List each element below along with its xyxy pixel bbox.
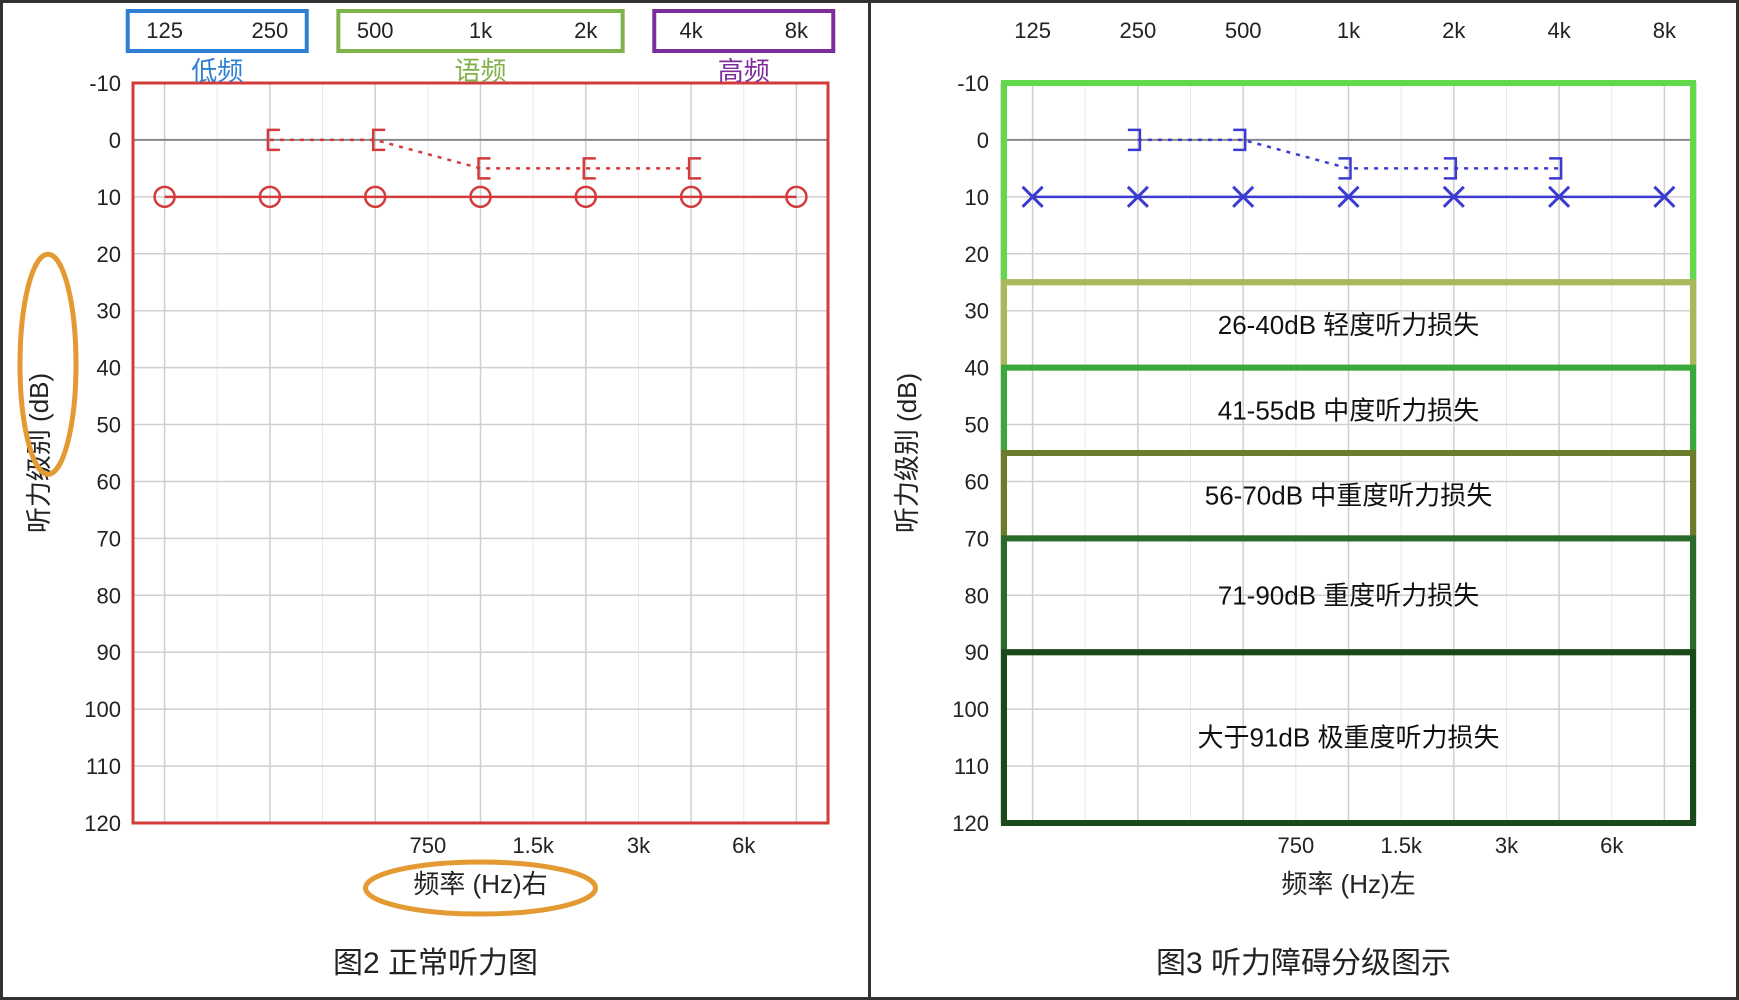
svg-text:80: 80 <box>97 583 121 608</box>
svg-text:10: 10 <box>965 185 989 210</box>
caption-left: 图2 正常听力图 <box>3 938 868 982</box>
svg-text:10: 10 <box>97 185 121 210</box>
audiogram-left: -10 0 10 20 30 40 50 60 70 80 90 100 110 120 125 250 500… <box>3 3 868 933</box>
svg-text:1.5k: 1.5k <box>512 833 555 858</box>
svg-text:71-90dB 重度听力损失: 71-90dB 重度听力损失 <box>1218 580 1480 610</box>
svg-text:-10: -10 <box>89 71 121 96</box>
panel-left: -10 0 10 20 30 40 50 60 70 80 90 100 110 120 125 250 500… <box>3 3 871 997</box>
svg-text:110: 110 <box>86 754 121 779</box>
svg-text:110: 110 <box>954 754 989 779</box>
svg-text:0: 0 <box>109 128 121 153</box>
svg-text:语频: 语频 <box>454 56 506 86</box>
svg-text:125: 125 <box>1014 18 1051 43</box>
svg-text:250: 250 <box>1120 18 1157 43</box>
svg-text:2k: 2k <box>1442 18 1466 43</box>
svg-text:40: 40 <box>965 356 989 381</box>
caption-right: 图3 听力障碍分级图示 <box>871 938 1736 982</box>
svg-text:听力级别 (dB): 听力级别 (dB) <box>24 373 54 533</box>
figure-container: -100102030405060708090100110120125250500… <box>0 0 1739 1000</box>
svg-text:500: 500 <box>357 18 394 43</box>
svg-text:26-40dB 轻度听力损失: 26-40dB 轻度听力损失 <box>1218 310 1480 340</box>
svg-text:高频: 高频 <box>718 56 770 86</box>
svg-text:100: 100 <box>84 697 121 722</box>
svg-text:听力级别 (dB): 听力级别 (dB) <box>892 373 922 533</box>
svg-text:2k: 2k <box>574 18 598 43</box>
svg-text:100: 100 <box>952 697 989 722</box>
svg-text:80: 80 <box>965 583 989 608</box>
svg-text:500: 500 <box>1225 18 1262 43</box>
svg-text:6k: 6k <box>732 833 756 858</box>
svg-text:120: 120 <box>84 811 121 836</box>
svg-text:90: 90 <box>97 640 121 665</box>
svg-text:频率 (Hz)右: 频率 (Hz)右 <box>413 869 547 899</box>
svg-text:40: 40 <box>97 356 121 381</box>
svg-text:70: 70 <box>965 526 989 551</box>
svg-text:-10: -10 <box>957 71 989 96</box>
svg-text:750: 750 <box>409 833 446 858</box>
svg-text:4k: 4k <box>1547 18 1571 43</box>
svg-text:3k: 3k <box>627 833 651 858</box>
svg-text:8k: 8k <box>1653 18 1677 43</box>
svg-text:4k: 4k <box>679 18 703 43</box>
svg-text:1.5k: 1.5k <box>1380 833 1423 858</box>
svg-text:90: 90 <box>965 640 989 665</box>
svg-text:8k: 8k <box>785 18 809 43</box>
svg-text:120: 120 <box>952 811 989 836</box>
svg-text:6k: 6k <box>1600 833 1624 858</box>
svg-text:1k: 1k <box>1337 18 1361 43</box>
svg-text:大于91dB 极重度听力损失: 大于91dB 极重度听力损失 <box>1198 723 1500 753</box>
svg-text:41-55dB 中度听力损失: 41-55dB 中度听力损失 <box>1218 395 1480 425</box>
svg-text:750: 750 <box>1277 833 1314 858</box>
svg-text:30: 30 <box>965 299 989 324</box>
svg-text:56-70dB 中重度听力损失: 56-70dB 中重度听力损失 <box>1205 481 1493 511</box>
svg-text:30: 30 <box>97 299 121 324</box>
audiogram-right: -10 0 10 20 30 40 50 60 70 80 90 100 110 120 125 250 500… <box>871 3 1736 933</box>
svg-text:125: 125 <box>146 18 183 43</box>
svg-text:50: 50 <box>965 413 989 438</box>
panel-right: -10 0 10 20 30 40 50 60 70 80 90 100 110 120 125 250 500… <box>871 3 1736 997</box>
svg-text:70: 70 <box>97 526 121 551</box>
svg-text:频率 (Hz)左: 频率 (Hz)左 <box>1281 869 1415 899</box>
svg-text:50: 50 <box>97 413 121 438</box>
svg-text:低频: 低频 <box>191 56 243 86</box>
svg-text:60: 60 <box>965 469 989 494</box>
svg-text:20: 20 <box>965 242 989 267</box>
svg-text:250: 250 <box>252 18 289 43</box>
svg-text:20: 20 <box>97 242 121 267</box>
svg-text:1k: 1k <box>469 18 493 43</box>
svg-text:60: 60 <box>97 469 121 494</box>
svg-text:3k: 3k <box>1495 833 1519 858</box>
svg-text:0: 0 <box>977 128 989 153</box>
